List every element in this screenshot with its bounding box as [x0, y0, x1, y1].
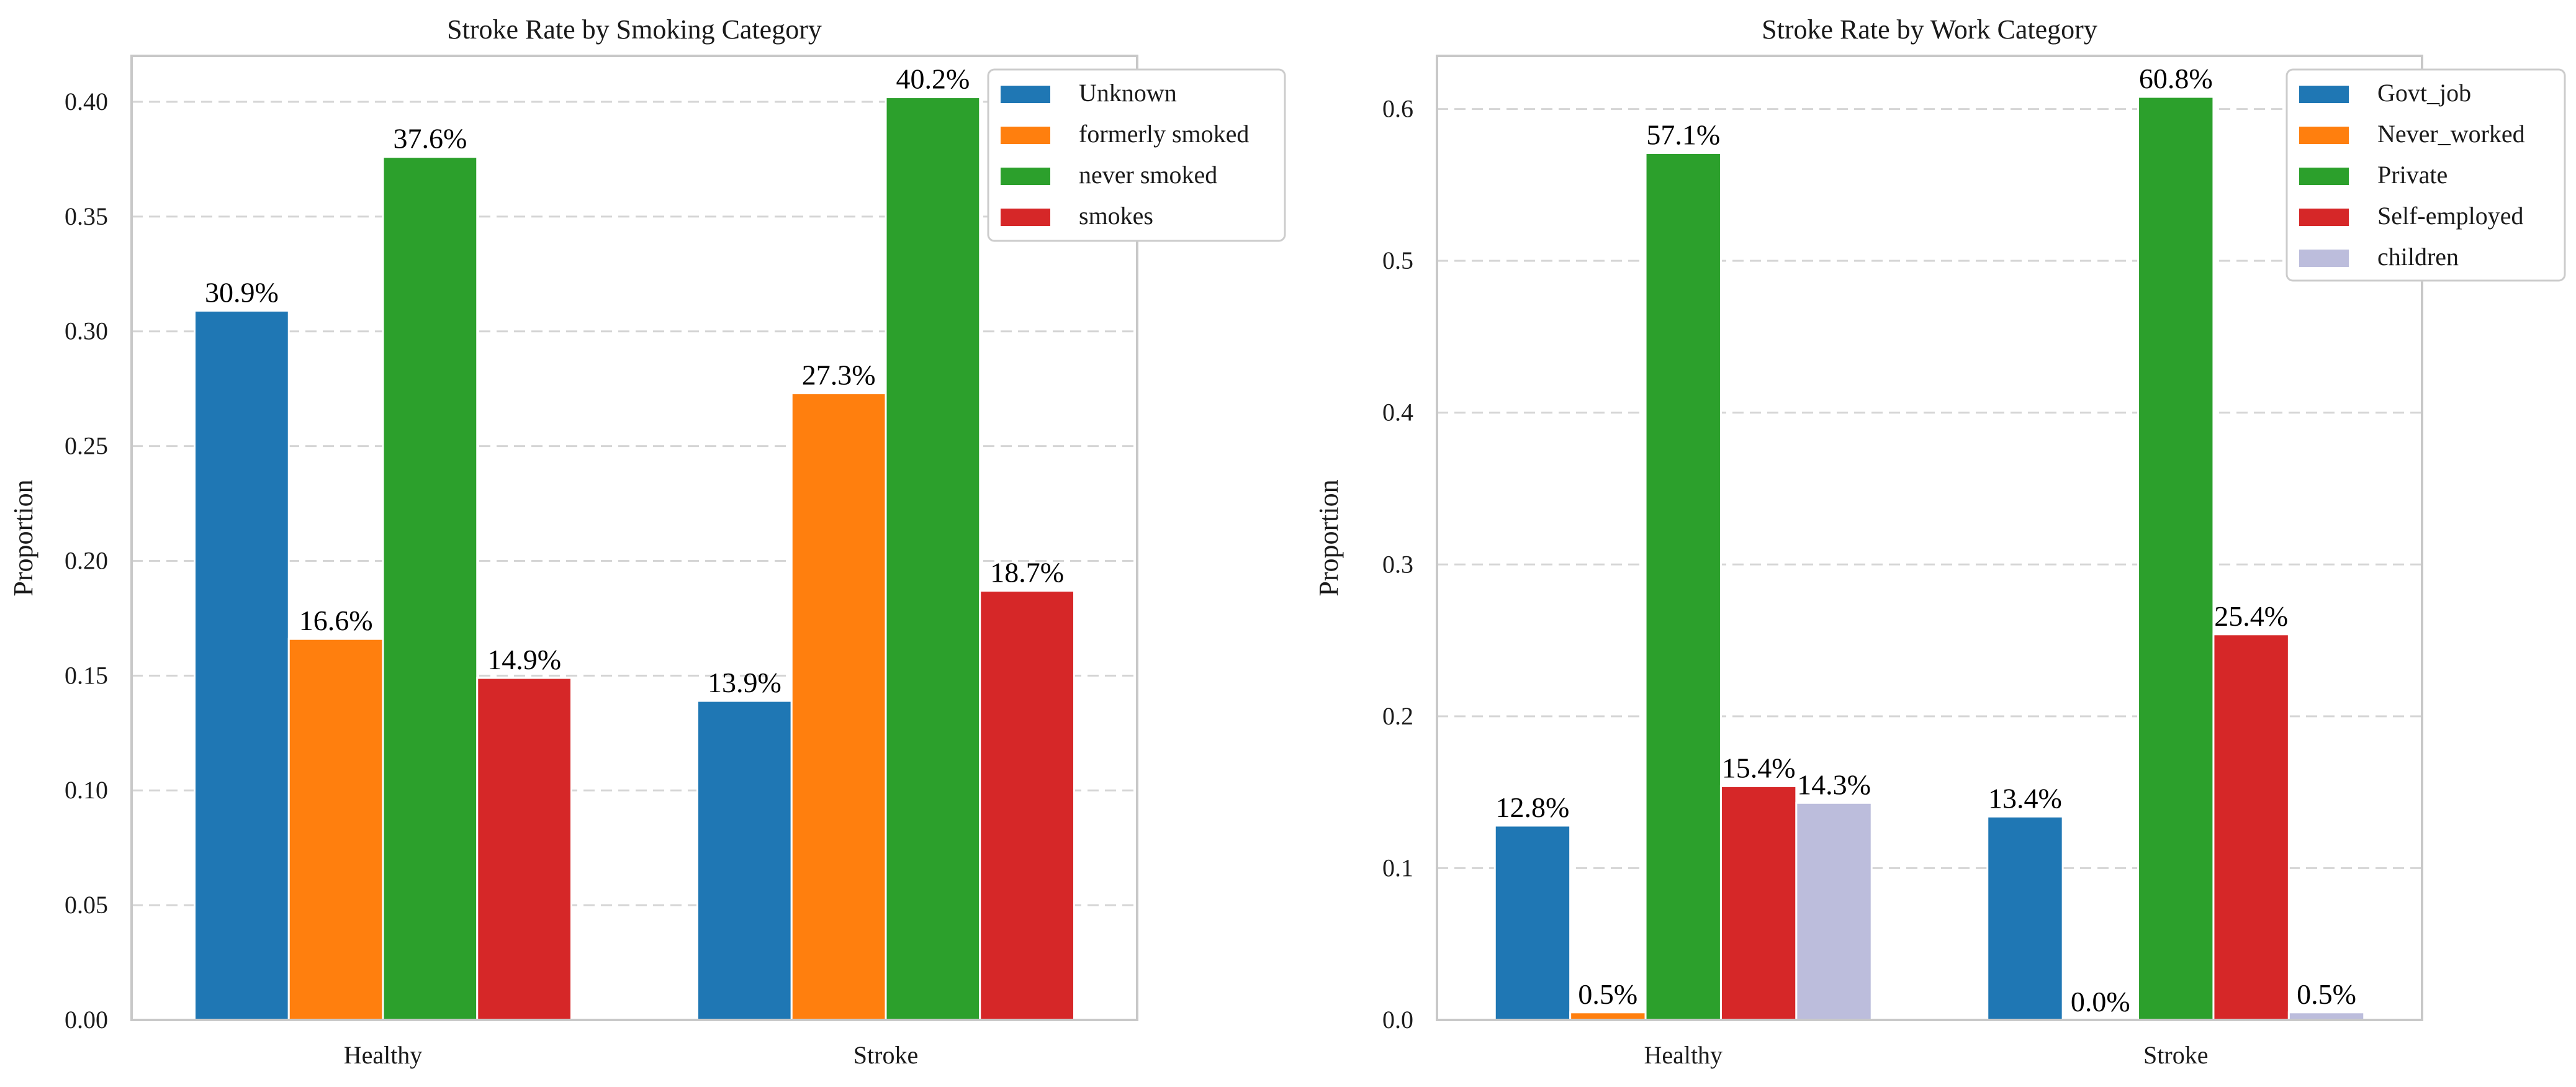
data-label: 13.9% — [708, 667, 781, 698]
plot-frame — [130, 55, 1138, 1021]
legend-label: smokes — [1079, 202, 1153, 230]
plot-frame — [1436, 55, 2423, 1021]
y-axis-label: Proportion — [8, 479, 38, 596]
data-label: 12.8% — [1496, 792, 1570, 823]
y-tick-label: 0.1 — [1382, 854, 1413, 882]
data-label: 15.4% — [1722, 752, 1796, 783]
y-tick-label: 0.00 — [65, 1006, 108, 1034]
work-chart: 0.0 0.1 0.2 0.3 0.4 0.5 0.6 12.8% 13.4% 0.5% 0.0% 5… — [1313, 14, 2566, 1069]
y-tick-label: 0.3 — [1382, 550, 1413, 578]
data-label: 37.6% — [393, 123, 467, 155]
legend-label: children — [2377, 243, 2459, 271]
data-label: 16.6% — [299, 605, 373, 636]
y-tick-label: 0.05 — [65, 891, 108, 919]
legend-label: Private — [2377, 161, 2448, 189]
data-label: 14.3% — [1797, 769, 1871, 800]
bar-unknown-stroke — [696, 700, 793, 1021]
legend-swatch-children — [2299, 250, 2349, 267]
x-tick-label: Stroke — [853, 1041, 918, 1069]
data-label: 13.4% — [1988, 782, 2062, 814]
legend-box — [2286, 68, 2566, 282]
y-tick-label: 0.4 — [1382, 399, 1413, 426]
data-label: 14.9% — [487, 644, 561, 675]
y-tick-label: 0.0 — [1382, 1006, 1413, 1034]
legend: Govt_job Never_worked Private Self-employed… — [2286, 68, 2566, 282]
y-tick-label: 0.35 — [65, 202, 108, 230]
bar-smokes-stroke — [979, 590, 1075, 1021]
legend-swatch-never-worked — [2299, 127, 2349, 144]
bar-children-healthy — [1795, 801, 1873, 1021]
data-label: 18.7% — [990, 557, 1064, 589]
bar-never-smoked-stroke — [885, 96, 981, 1021]
bar-smokes-healthy — [476, 677, 572, 1021]
data-label: 0.5% — [2297, 978, 2356, 1010]
legend-swatch-unknown — [1001, 86, 1050, 103]
y-axis-label: Proportion — [1313, 479, 1344, 596]
chart-title: Stroke Rate by Smoking Category — [447, 14, 822, 45]
legend-label: Self-employed — [2377, 202, 2524, 230]
bar-govt-job-healthy — [1493, 824, 1572, 1021]
y-tick-label: 0.40 — [65, 88, 108, 115]
data-label: 40.2% — [896, 63, 970, 95]
x-tick-label: Healthy — [1644, 1041, 1723, 1069]
bar-self-employed-healthy — [1719, 785, 1798, 1021]
bar-formerly-smoked-stroke — [790, 392, 887, 1021]
y-tick-label: 0.20 — [65, 546, 108, 574]
bar-govt-job-stroke — [1986, 815, 2064, 1021]
legend-swatch-private — [2299, 168, 2349, 185]
data-label: 57.1% — [1646, 119, 1720, 151]
legend-swatch-smokes — [1001, 209, 1050, 226]
data-label: 0.0% — [2071, 986, 2130, 1017]
legend-label: Never_worked — [2377, 120, 2525, 148]
y-tick-label: 0.5 — [1382, 246, 1413, 274]
data-label: 25.4% — [2214, 600, 2288, 632]
y-tick-label: 0.30 — [65, 317, 108, 345]
bar-unknown-healthy — [194, 309, 290, 1021]
y-tick-label: 0.10 — [65, 776, 108, 804]
y-tick-label: 0.6 — [1382, 95, 1413, 123]
data-label: 60.8% — [2139, 63, 2213, 94]
bar-formerly-smoked-healthy — [287, 638, 384, 1021]
legend: Unknown formerly smoked never smoked smokes — [987, 68, 1286, 242]
y-tick-label: 0.25 — [65, 432, 108, 460]
legend-label: formerly smoked — [1079, 120, 1249, 148]
smoking-chart: 0.00 0.05 0.10 0.15 0.20 0.25 0.30 0.35 0.40 30.9… — [8, 14, 1286, 1069]
legend-swatch-formerly-smoked — [1001, 127, 1050, 144]
data-label: 27.3% — [802, 359, 876, 391]
x-tick-label: Healthy — [344, 1041, 423, 1069]
y-tick-label: 0.15 — [65, 661, 108, 689]
bar-never-smoked-healthy — [382, 156, 479, 1021]
data-label: 0.5% — [1578, 978, 1637, 1010]
legend-swatch-self-employed — [2299, 209, 2349, 226]
legend-box — [987, 68, 1286, 242]
legend-label: never smoked — [1079, 161, 1217, 189]
legend-label: Govt_job — [2377, 79, 2471, 107]
bar-private-healthy — [1644, 152, 1722, 1021]
legend-swatch-govt-job — [2299, 86, 2349, 103]
x-tick-label: Stroke — [2143, 1041, 2208, 1069]
chart-title: Stroke Rate by Work Category — [1762, 14, 2097, 45]
legend-label: Unknown — [1079, 79, 1177, 107]
bar-self-employed-stroke — [2212, 633, 2290, 1021]
y-tick-label: 0.2 — [1382, 702, 1413, 730]
bar-private-stroke — [2137, 96, 2215, 1021]
legend-swatch-never-smoked — [1001, 168, 1050, 185]
data-label: 30.9% — [205, 276, 279, 308]
